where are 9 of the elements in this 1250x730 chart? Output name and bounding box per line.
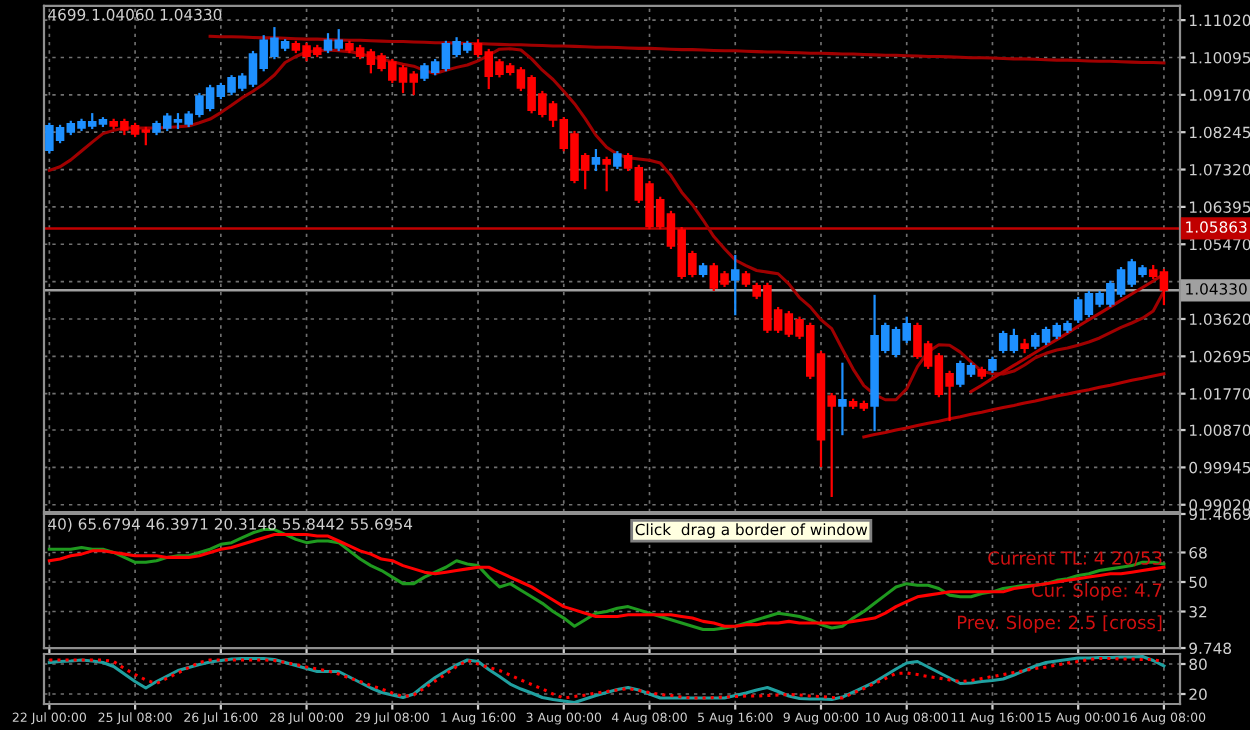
candlestick bbox=[838, 362, 847, 436]
candlestick bbox=[591, 149, 601, 172]
annotation: Prev. Slope: 2.5 [cross] bbox=[958, 615, 1162, 633]
line-series bbox=[969, 272, 1166, 394]
annotation: Current TL: 4 20/53 bbox=[988, 551, 1162, 567]
candlestick bbox=[730, 254, 740, 316]
line-series bbox=[862, 372, 1166, 439]
candlestick bbox=[602, 156, 611, 192]
annotation: Cur. Slope: 4.7 bbox=[1032, 582, 1162, 601]
